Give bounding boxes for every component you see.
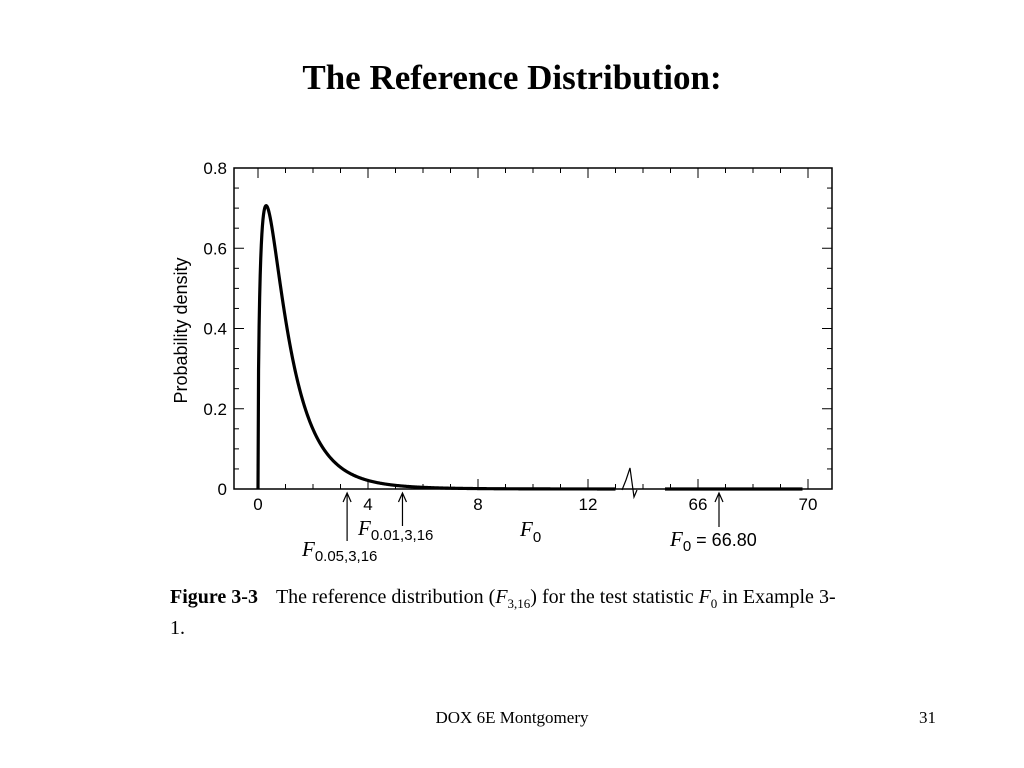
slide-title: The Reference Distribution: bbox=[302, 58, 722, 97]
axis-break-mark bbox=[621, 467, 638, 500]
x-axis-label: F0 bbox=[519, 517, 541, 546]
caption-text-mid: ) for the test statistic bbox=[530, 586, 699, 608]
x-tick-label: 8 bbox=[473, 495, 482, 514]
y-tick-label: 0.2 bbox=[203, 400, 227, 419]
critical-value-005-arrow-head bbox=[342, 491, 352, 503]
x-tick-label: 4 bbox=[363, 495, 372, 514]
plot-frame bbox=[233, 167, 833, 490]
x-tick-label: 0 bbox=[253, 495, 262, 514]
test-statistic-label: F0 = 66.80 bbox=[669, 527, 757, 555]
y-axis-label: Probability density bbox=[171, 257, 191, 403]
test-statistic-arrow bbox=[714, 491, 724, 527]
critical-value-005-label: F0.05,3,16 bbox=[301, 537, 377, 565]
test-statistic-symbol: F bbox=[669, 527, 683, 551]
f-distribution-chart: 0 0.2 0.4 0.6 0.8 0 4 8 12 66 70 Probability densit… bbox=[171, 159, 833, 565]
caption-text-post: in Example 3-1. bbox=[170, 586, 836, 639]
x-axis-label-subscript: 0 bbox=[533, 529, 541, 546]
caption-f-symbol: F bbox=[495, 586, 508, 608]
critical-value-001-symbol: F bbox=[357, 516, 371, 540]
caption-f0-subscript: 0 bbox=[710, 596, 718, 611]
test-statistic-subscript: 0 bbox=[683, 538, 691, 555]
critical-value-005-subscript: 0.05,3,16 bbox=[315, 548, 378, 565]
critical-value-001-label: F0.01,3,16 bbox=[357, 516, 433, 544]
caption-f-subscript: 3,16 bbox=[507, 596, 531, 611]
critical-value-005-symbol: F bbox=[301, 537, 315, 561]
x-tick-label: 66 bbox=[689, 495, 708, 514]
caption-f0-symbol: F bbox=[698, 586, 711, 608]
test-statistic-value: = 66.80 bbox=[691, 530, 757, 550]
y-tick-label: 0.4 bbox=[203, 320, 227, 339]
critical-value-001-arrow-head bbox=[397, 491, 408, 503]
critical-value-005-arrow bbox=[342, 491, 352, 541]
test-statistic-arrow-head bbox=[714, 491, 724, 503]
caption-text-pre: The reference distribution ( bbox=[275, 586, 496, 608]
caption-label: Figure 3-3 bbox=[170, 586, 258, 608]
y-tick-label: 0.8 bbox=[203, 159, 227, 178]
figure-caption: Figure 3-3 The reference distribution (F3… bbox=[170, 585, 850, 640]
x-tick-label: 70 bbox=[799, 495, 818, 514]
y-tick-label: 0.6 bbox=[203, 239, 227, 258]
y-tick-label: 0 bbox=[218, 480, 227, 499]
x-tick-label: 12 bbox=[579, 495, 598, 514]
footer-text: DOX 6E Montgomery bbox=[435, 708, 589, 727]
critical-value-001-subscript: 0.01,3,16 bbox=[371, 527, 434, 544]
x-axis-label-symbol: F bbox=[519, 517, 533, 541]
page-number: 31 bbox=[919, 708, 936, 727]
density-curve-left bbox=[256, 204, 617, 491]
critical-value-001-arrow bbox=[397, 491, 408, 526]
